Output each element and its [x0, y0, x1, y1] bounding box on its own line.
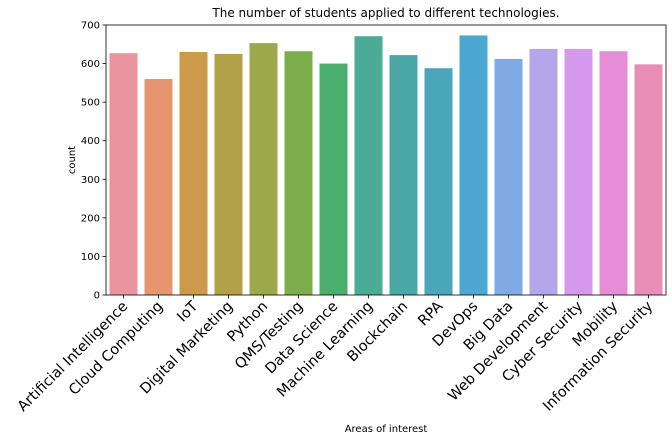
- bar-13: [564, 48, 593, 295]
- y-tick-label: 100: [81, 252, 100, 263]
- bar-4: [249, 43, 278, 295]
- bars-group: [109, 35, 663, 296]
- y-tick-label: 300: [81, 175, 100, 186]
- y-tick-label: 500: [81, 98, 100, 109]
- bar-10: [459, 35, 488, 295]
- bar-7: [354, 36, 383, 295]
- bar-9: [424, 68, 453, 295]
- chart-title: The number of students applied to differ…: [211, 6, 559, 20]
- bar-1: [144, 79, 173, 295]
- plot-area-frame: [105, 24, 667, 296]
- y-tick-label: 200: [81, 213, 100, 224]
- bar-8: [389, 55, 418, 296]
- bar-12: [529, 48, 558, 295]
- y-axis-ticks: 0 100 200 300 400 500 600 700: [81, 21, 106, 302]
- bar-6: [319, 63, 348, 295]
- bar-2: [179, 52, 208, 295]
- bar-3: [214, 53, 243, 296]
- bar-5: [284, 51, 313, 296]
- y-tick-label: 400: [81, 136, 100, 147]
- bar-15: [634, 64, 663, 295]
- y-tick-label: 0: [94, 291, 100, 302]
- bar-11: [494, 58, 523, 295]
- y-axis-label: count: [67, 146, 78, 174]
- y-tick-label: 700: [81, 21, 100, 32]
- bar-14: [599, 51, 628, 296]
- x-axis-label: Areas of interest: [345, 424, 428, 435]
- y-tick-label: 600: [81, 59, 100, 70]
- bar-0: [109, 53, 138, 295]
